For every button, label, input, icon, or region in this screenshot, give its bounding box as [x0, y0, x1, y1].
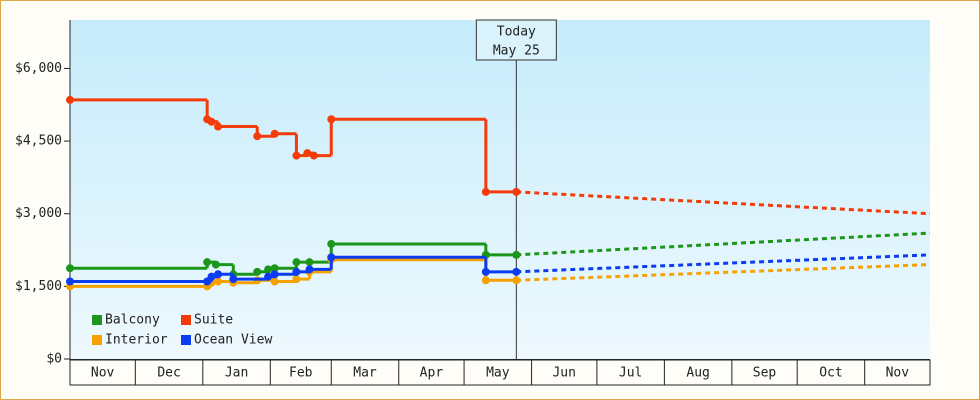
x-tick-label: Mar	[353, 366, 377, 381]
x-tick-label: Jan	[225, 366, 248, 381]
price-point	[229, 275, 238, 284]
price-point	[203, 258, 212, 267]
legend-label: Interior	[105, 333, 168, 348]
price-point	[292, 258, 301, 267]
price-point	[270, 270, 279, 279]
price-point	[66, 277, 74, 286]
price-point	[481, 187, 490, 196]
price-point	[214, 277, 223, 286]
price-point	[512, 187, 521, 196]
x-tick-label: Nov	[886, 366, 910, 381]
price-point	[292, 275, 301, 284]
price-point	[253, 267, 262, 276]
forecast-line	[516, 231, 931, 257]
today-date: May 25	[493, 44, 540, 59]
x-tick-label: Aug	[686, 366, 709, 381]
today-title: Today	[497, 25, 536, 40]
price-point	[253, 132, 262, 141]
x-tick-label: Jul	[619, 366, 642, 381]
x-tick-label: Nov	[91, 366, 115, 381]
price-point	[481, 267, 490, 276]
price-point	[264, 272, 273, 281]
price-point	[270, 277, 279, 286]
price-point	[309, 151, 318, 160]
price-point	[207, 272, 216, 281]
today-box	[475, 19, 557, 61]
price-point	[66, 264, 74, 273]
x-tick-label: Dec	[157, 366, 180, 381]
y-tick-label: $1,500	[15, 279, 62, 294]
price-point	[512, 267, 521, 276]
price-point	[214, 122, 223, 131]
price-point	[327, 253, 336, 262]
y-tick-label: $0	[46, 352, 62, 367]
price-point	[327, 239, 336, 248]
price-point	[305, 265, 314, 274]
legend-swatch	[181, 335, 191, 345]
legend-label: Ocean View	[194, 333, 272, 348]
price-point	[66, 95, 74, 104]
price-point	[292, 151, 301, 160]
price-point	[481, 276, 490, 285]
x-tick-label: May	[486, 366, 510, 381]
plot-area	[70, 20, 930, 359]
legend-swatch	[92, 335, 102, 345]
forecast-line	[516, 263, 931, 282]
y-tick-label: $6,000	[15, 61, 62, 76]
x-tick-label: Feb	[289, 366, 313, 381]
y-tick-label: $4,500	[15, 134, 62, 149]
forecast-line	[516, 190, 931, 216]
legend-swatch	[92, 315, 102, 325]
price-point	[327, 115, 336, 124]
x-tick-label: Apr	[420, 366, 444, 381]
price-point	[292, 267, 301, 276]
price-point	[214, 270, 223, 279]
price-point	[303, 149, 312, 158]
price-point	[270, 264, 279, 273]
price-point	[270, 129, 279, 138]
x-tick-label: Jun	[552, 366, 575, 381]
forecast-line	[516, 253, 931, 274]
legend-label: Balcony	[105, 313, 160, 328]
legend-label: Suite	[194, 313, 233, 328]
price-point	[512, 250, 521, 259]
price-point	[512, 276, 521, 285]
price-point	[264, 265, 273, 274]
x-tick-label: Sep	[753, 366, 777, 381]
legend-swatch	[181, 315, 191, 325]
price-point	[207, 117, 216, 126]
price-point	[211, 260, 220, 269]
y-tick-label: $3,000	[15, 206, 62, 221]
x-tick-label: Oct	[819, 366, 842, 381]
price-point	[305, 258, 314, 267]
